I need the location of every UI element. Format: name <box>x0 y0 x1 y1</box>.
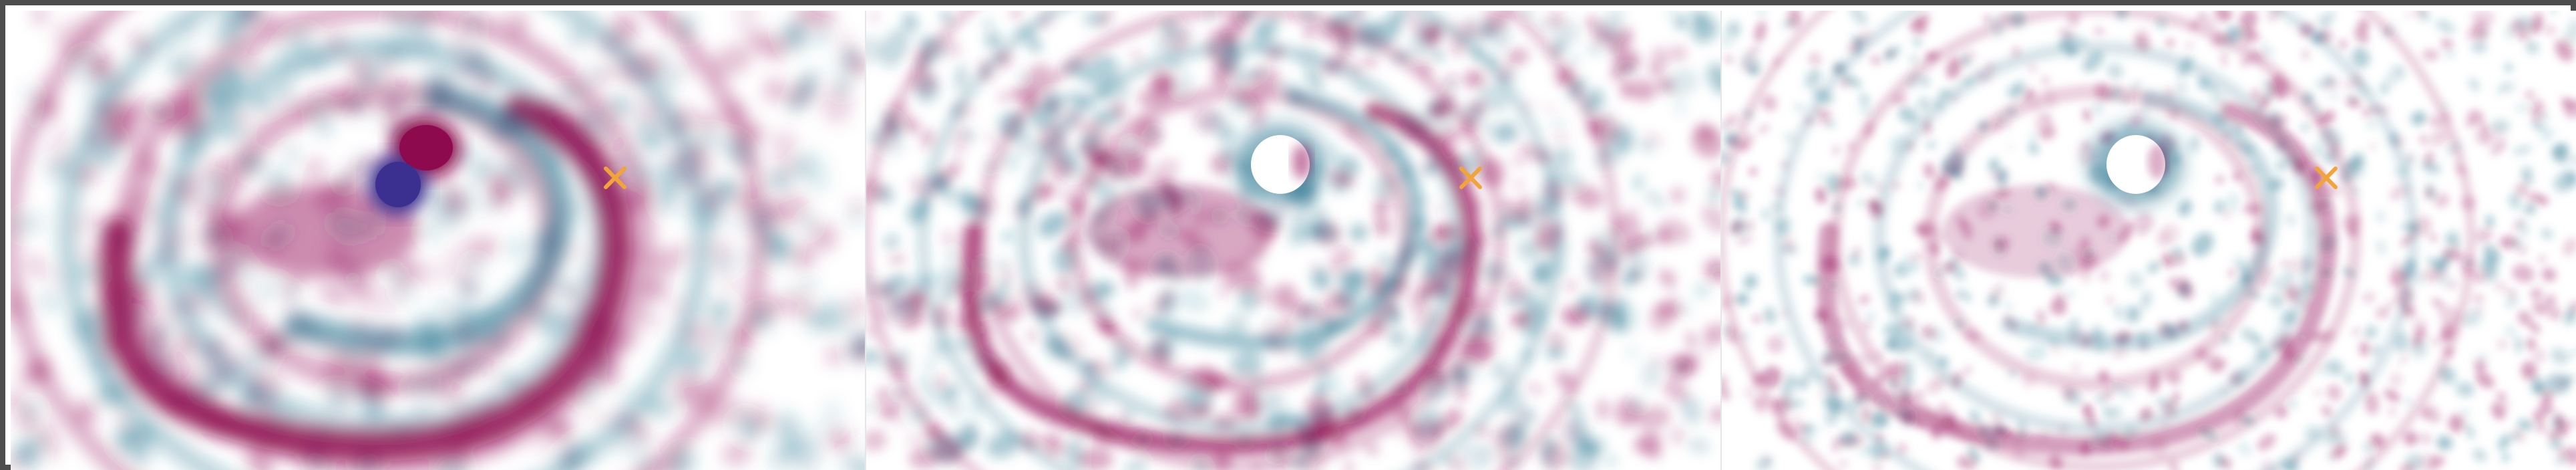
image-panel-2 <box>865 11 1720 470</box>
residual-field <box>1722 11 2576 470</box>
central-source <box>2089 124 2183 205</box>
marker-x <box>1459 166 1482 189</box>
panel-row <box>11 11 2576 470</box>
central-source <box>1234 124 1327 205</box>
residual-map-2 <box>866 11 1720 470</box>
image-panel-3 <box>1720 11 2576 470</box>
marker-x <box>604 166 626 189</box>
residual-map-1 <box>11 11 865 470</box>
residual-map-3 <box>1722 11 2576 470</box>
residual-field <box>11 11 865 470</box>
image-panel-1 <box>11 11 865 470</box>
central-source <box>368 118 461 215</box>
marker-x <box>2315 166 2338 189</box>
residual-field <box>866 11 1720 470</box>
